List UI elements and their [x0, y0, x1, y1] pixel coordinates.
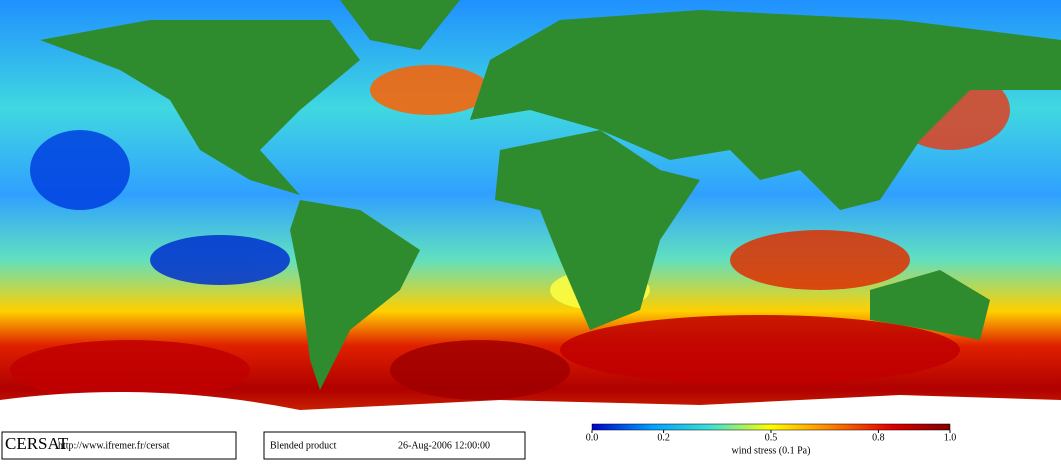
logo-box: [1, 431, 237, 460]
product-box: [263, 431, 526, 460]
colorbar-tick-label: 0.2: [657, 432, 670, 443]
colorbar-tick-label: 0.8: [872, 432, 885, 443]
colorbar-tick-label: 0.0: [586, 432, 599, 443]
continents: [40, 0, 1061, 390]
product: Blended product: [270, 440, 337, 451]
colorbar-label: wind stress (0.1 Pa): [732, 445, 811, 456]
date: 26-Aug-2006 12:00:00: [398, 440, 490, 451]
colorbar-tick-label: 1.0: [944, 432, 957, 443]
antarctica: [0, 392, 1061, 432]
url: http://www.ifremer.fr/cersat: [58, 440, 170, 451]
colorbar: [591, 423, 951, 431]
logo: CERSAT: [5, 434, 69, 453]
colorbar-tick-label: 0.5: [765, 432, 778, 443]
